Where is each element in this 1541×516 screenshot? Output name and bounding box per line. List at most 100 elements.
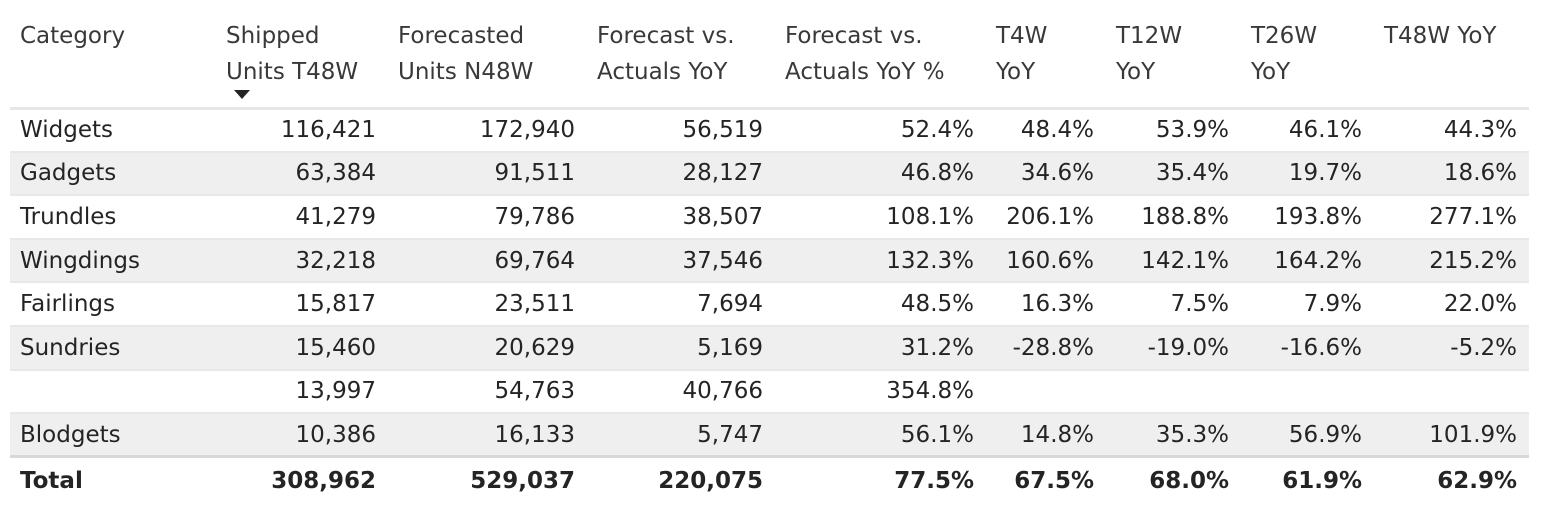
cell-t4w-yoy: 34.6%: [986, 151, 1106, 197]
cell-t26w-yoy: [1241, 369, 1374, 415]
cell-forecast-vs-actuals-pct: 132.3%: [775, 238, 986, 284]
table-row[interactable]: Trundles 41,279 79,786 38,507 108.1% 206.1% 18…: [10, 195, 1529, 240]
cell-forecasted-units: 23,511: [388, 282, 587, 327]
table-row[interactable]: Wingdings 32,218 69,764 37,546 132.3% 160.6% 1…: [10, 238, 1529, 284]
cell-shipped-units: 63,384: [216, 151, 388, 197]
column-header-forecast-vs-actuals-pct[interactable]: Forecast vs. Actuals YoY %: [775, 0, 986, 110]
cell-category: Widgets: [10, 108, 216, 153]
header-line-2: YoY: [1116, 59, 1156, 85]
cell-forecasted-units: 54,763: [388, 369, 587, 415]
cell-shipped-units: 15,460: [216, 325, 388, 371]
total-cell-forecast-vs-actuals: 220,075: [587, 455, 775, 503]
header-line-2: Units N48W: [398, 59, 534, 85]
cell-category: Blodgets: [10, 413, 216, 458]
header-line-1: T48W YoY: [1384, 23, 1497, 49]
column-header-shipped-units[interactable]: Shipped Units T48W: [216, 0, 388, 110]
table-row[interactable]: Fairlings 15,817 23,511 7,694 48.5% 16.3% 7.5%…: [10, 282, 1529, 327]
header-line-2: YoY: [996, 59, 1036, 85]
cell-shipped-units: 116,421: [216, 108, 388, 153]
cell-t48w-yoy: 215.2%: [1374, 238, 1529, 284]
cell-forecast-vs-actuals: 40,766: [587, 369, 775, 415]
cell-shipped-units: 41,279: [216, 195, 388, 240]
column-header-forecast-vs-actuals[interactable]: Forecast vs. Actuals YoY: [587, 0, 775, 110]
cell-category: Trundles: [10, 195, 216, 240]
cell-shipped-units: 32,218: [216, 238, 388, 284]
cell-shipped-units: 15,817: [216, 282, 388, 327]
cell-forecast-vs-actuals-pct: 52.4%: [775, 108, 986, 153]
cell-t4w-yoy: 48.4%: [986, 108, 1106, 153]
column-header-t4w-yoy[interactable]: T4W YoY: [986, 0, 1106, 110]
data-table: Category Shipped Units T48W Forecasted U…: [10, 0, 1529, 503]
cell-forecast-vs-actuals-pct: 354.8%: [775, 369, 986, 415]
total-cell-shipped-units: 308,962: [216, 455, 388, 503]
column-header-t26w-yoy[interactable]: T26W YoY: [1241, 0, 1374, 110]
column-header-t48w-yoy[interactable]: T48W YoY: [1374, 0, 1529, 110]
cell-forecast-vs-actuals: 5,747: [587, 413, 775, 458]
cell-forecast-vs-actuals-pct: 46.8%: [775, 151, 986, 197]
total-cell-forecasted-units: 529,037: [388, 455, 587, 503]
header-line-1: Category: [20, 23, 126, 49]
table-row[interactable]: Sundries 15,460 20,629 5,169 31.2% -28.8% -19.…: [10, 325, 1529, 371]
cell-t4w-yoy: [986, 369, 1106, 415]
cell-t4w-yoy: 206.1%: [986, 195, 1106, 240]
cell-t12w-yoy: 188.8%: [1106, 195, 1241, 240]
cell-category: Fairlings: [10, 282, 216, 327]
cell-t12w-yoy: 7.5%: [1106, 282, 1241, 327]
cell-forecast-vs-actuals: 37,546: [587, 238, 775, 284]
cell-shipped-units: 13,997: [216, 369, 388, 415]
table-row[interactable]: Widgets 116,421 172,940 56,519 52.4% 48.4% 53.…: [10, 108, 1529, 153]
cell-t48w-yoy: 101.9%: [1374, 413, 1529, 458]
cell-forecasted-units: 16,133: [388, 413, 587, 458]
column-header-forecasted-units[interactable]: Forecasted Units N48W: [388, 0, 587, 110]
data-table-visual: Category Shipped Units T48W Forecasted U…: [10, 0, 1529, 503]
cell-t48w-yoy: -5.2%: [1374, 325, 1529, 371]
cell-category: Wingdings: [10, 238, 216, 284]
cell-t26w-yoy: -16.6%: [1241, 325, 1374, 371]
cell-t26w-yoy: 19.7%: [1241, 151, 1374, 197]
cell-forecast-vs-actuals: 7,694: [587, 282, 775, 327]
column-header-category[interactable]: Category: [10, 0, 216, 110]
cell-t4w-yoy: 14.8%: [986, 413, 1106, 458]
cell-t26w-yoy: 164.2%: [1241, 238, 1374, 284]
cell-forecasted-units: 20,629: [388, 325, 587, 371]
cell-category: Gadgets: [10, 151, 216, 197]
header-line-1: T12W: [1116, 23, 1183, 49]
table-row[interactable]: Gadgets 63,384 91,511 28,127 46.8% 34.6% 35.4%…: [10, 151, 1529, 197]
cell-t12w-yoy: 35.3%: [1106, 413, 1241, 458]
header-line-1: Forecast vs.: [785, 23, 923, 49]
cell-t26w-yoy: 46.1%: [1241, 108, 1374, 153]
cell-t12w-yoy: 35.4%: [1106, 151, 1241, 197]
cell-t48w-yoy: 277.1%: [1374, 195, 1529, 240]
total-cell-forecast-vs-actuals-pct: 77.5%: [775, 455, 986, 503]
cell-t26w-yoy: 56.9%: [1241, 413, 1374, 458]
header-line-1: T4W: [996, 23, 1048, 49]
column-header-t12w-yoy[interactable]: T12W YoY: [1106, 0, 1241, 110]
cell-forecasted-units: 79,786: [388, 195, 587, 240]
header-line-1: Shipped: [226, 23, 320, 49]
cell-forecasted-units: 91,511: [388, 151, 587, 197]
total-cell-category: Total: [10, 455, 216, 503]
table-header: Category Shipped Units T48W Forecasted U…: [10, 0, 1529, 110]
total-cell-t26w-yoy: 61.9%: [1241, 455, 1374, 503]
cell-t12w-yoy: [1106, 369, 1241, 415]
cell-forecast-vs-actuals: 28,127: [587, 151, 775, 197]
cell-t48w-yoy: 44.3%: [1374, 108, 1529, 153]
cell-forecast-vs-actuals: 5,169: [587, 325, 775, 371]
cell-t48w-yoy: [1374, 369, 1529, 415]
sort-descending-icon[interactable]: [234, 90, 250, 99]
cell-t12w-yoy: -19.0%: [1106, 325, 1241, 371]
header-line-1: T26W: [1251, 23, 1318, 49]
cell-forecast-vs-actuals-pct: 31.2%: [775, 325, 986, 371]
total-cell-t4w-yoy: 67.5%: [986, 455, 1106, 503]
header-line-1: Forecast vs.: [597, 23, 735, 49]
header-line-2: Actuals YoY %: [785, 59, 945, 85]
cell-t4w-yoy: 16.3%: [986, 282, 1106, 327]
total-row: Total 308,962 529,037 220,075 77.5% 67.5% 68.0…: [10, 455, 1529, 503]
cell-shipped-units: 10,386: [216, 413, 388, 458]
cell-t4w-yoy: 160.6%: [986, 238, 1106, 284]
cell-forecast-vs-actuals-pct: 108.1%: [775, 195, 986, 240]
table-row[interactable]: 13,997 54,763 40,766 354.8%: [10, 369, 1529, 415]
table-body: Widgets 116,421 172,940 56,519 52.4% 48.4% 53.…: [10, 108, 1529, 503]
table-row[interactable]: Blodgets 10,386 16,133 5,747 56.1% 14.8% 35.3%…: [10, 413, 1529, 458]
cell-forecast-vs-actuals-pct: 48.5%: [775, 282, 986, 327]
